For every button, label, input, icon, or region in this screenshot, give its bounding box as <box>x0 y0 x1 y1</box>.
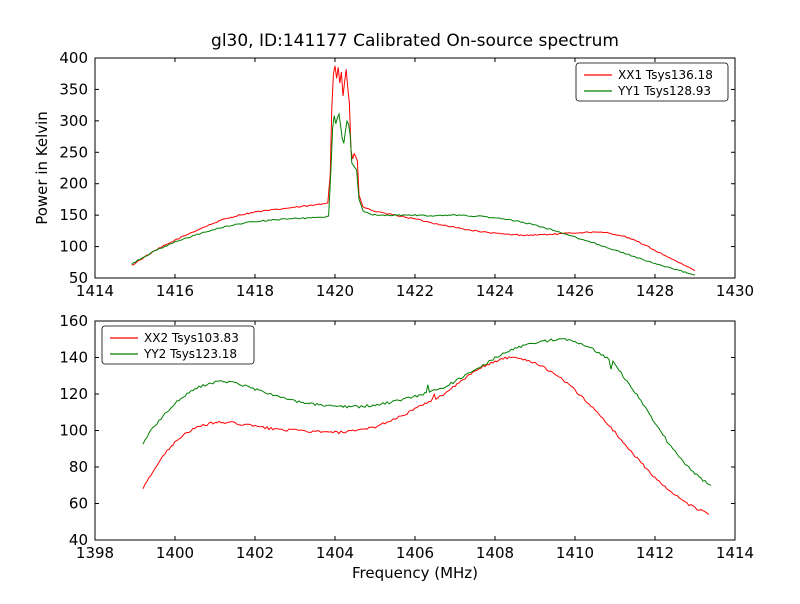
y-tick-label: 250 <box>59 143 88 161</box>
legend-box <box>101 325 255 365</box>
x-tick-label: 1404 <box>316 544 354 562</box>
x-tick-label: 1418 <box>236 282 274 300</box>
legend-label: XX1 Tsys136.18 <box>618 68 713 82</box>
x-tick-label: 1406 <box>396 544 434 562</box>
x-tick-label: 1414 <box>716 544 754 562</box>
x-tick-label: 1410 <box>556 544 594 562</box>
y-tick-label: 350 <box>59 80 88 98</box>
legend-label: XX2 Tsys103.83 <box>144 331 239 345</box>
x-tick-label: 1416 <box>156 282 194 300</box>
y-tick-label: 60 <box>69 495 88 513</box>
y-tick-label: 120 <box>59 385 88 403</box>
x-tick-label: 1422 <box>396 282 434 300</box>
x-tick-label: 1398 <box>76 544 114 562</box>
y-tick-label: 50 <box>69 269 88 287</box>
y-tick-label: 400 <box>59 49 88 67</box>
series-line-xx1 <box>131 65 696 271</box>
legend-label: YY2 Tsys123.18 <box>143 347 237 361</box>
y-tick-label: 100 <box>59 422 88 440</box>
y-tick-label: 150 <box>59 206 88 224</box>
x-tick-label: 1430 <box>716 282 754 300</box>
x-tick-label: 1420 <box>316 282 354 300</box>
y-tick-label: 300 <box>59 112 88 130</box>
x-axis-label: Frequency (MHz) <box>352 564 478 582</box>
x-tick-label: 1414 <box>76 282 114 300</box>
legend-box <box>575 62 729 102</box>
y-tick-label: 160 <box>59 312 88 330</box>
x-tick-label: 1428 <box>636 282 674 300</box>
x-tick-label: 1408 <box>476 544 514 562</box>
chart-title: gl30, ID:141177 Calibrated On-source spe… <box>211 31 619 51</box>
y-tick-label: 200 <box>59 175 88 193</box>
x-tick-label: 1424 <box>476 282 514 300</box>
y-tick-label: 100 <box>59 238 88 256</box>
y-tick-label: 40 <box>69 531 88 549</box>
y-axis-label: Power in Kelvin <box>33 111 51 225</box>
x-tick-label: 1402 <box>236 544 274 562</box>
series-line-xx2 <box>142 356 710 515</box>
x-tick-label: 1412 <box>636 544 674 562</box>
y-tick-label: 140 <box>59 349 88 367</box>
series-line-yy2 <box>142 337 712 486</box>
x-tick-label: 1426 <box>556 282 594 300</box>
legend-label: YY1 Tsys128.93 <box>617 84 711 98</box>
x-tick-label: 1400 <box>156 544 194 562</box>
series-line-yy1 <box>131 112 696 276</box>
y-tick-label: 80 <box>69 458 88 476</box>
